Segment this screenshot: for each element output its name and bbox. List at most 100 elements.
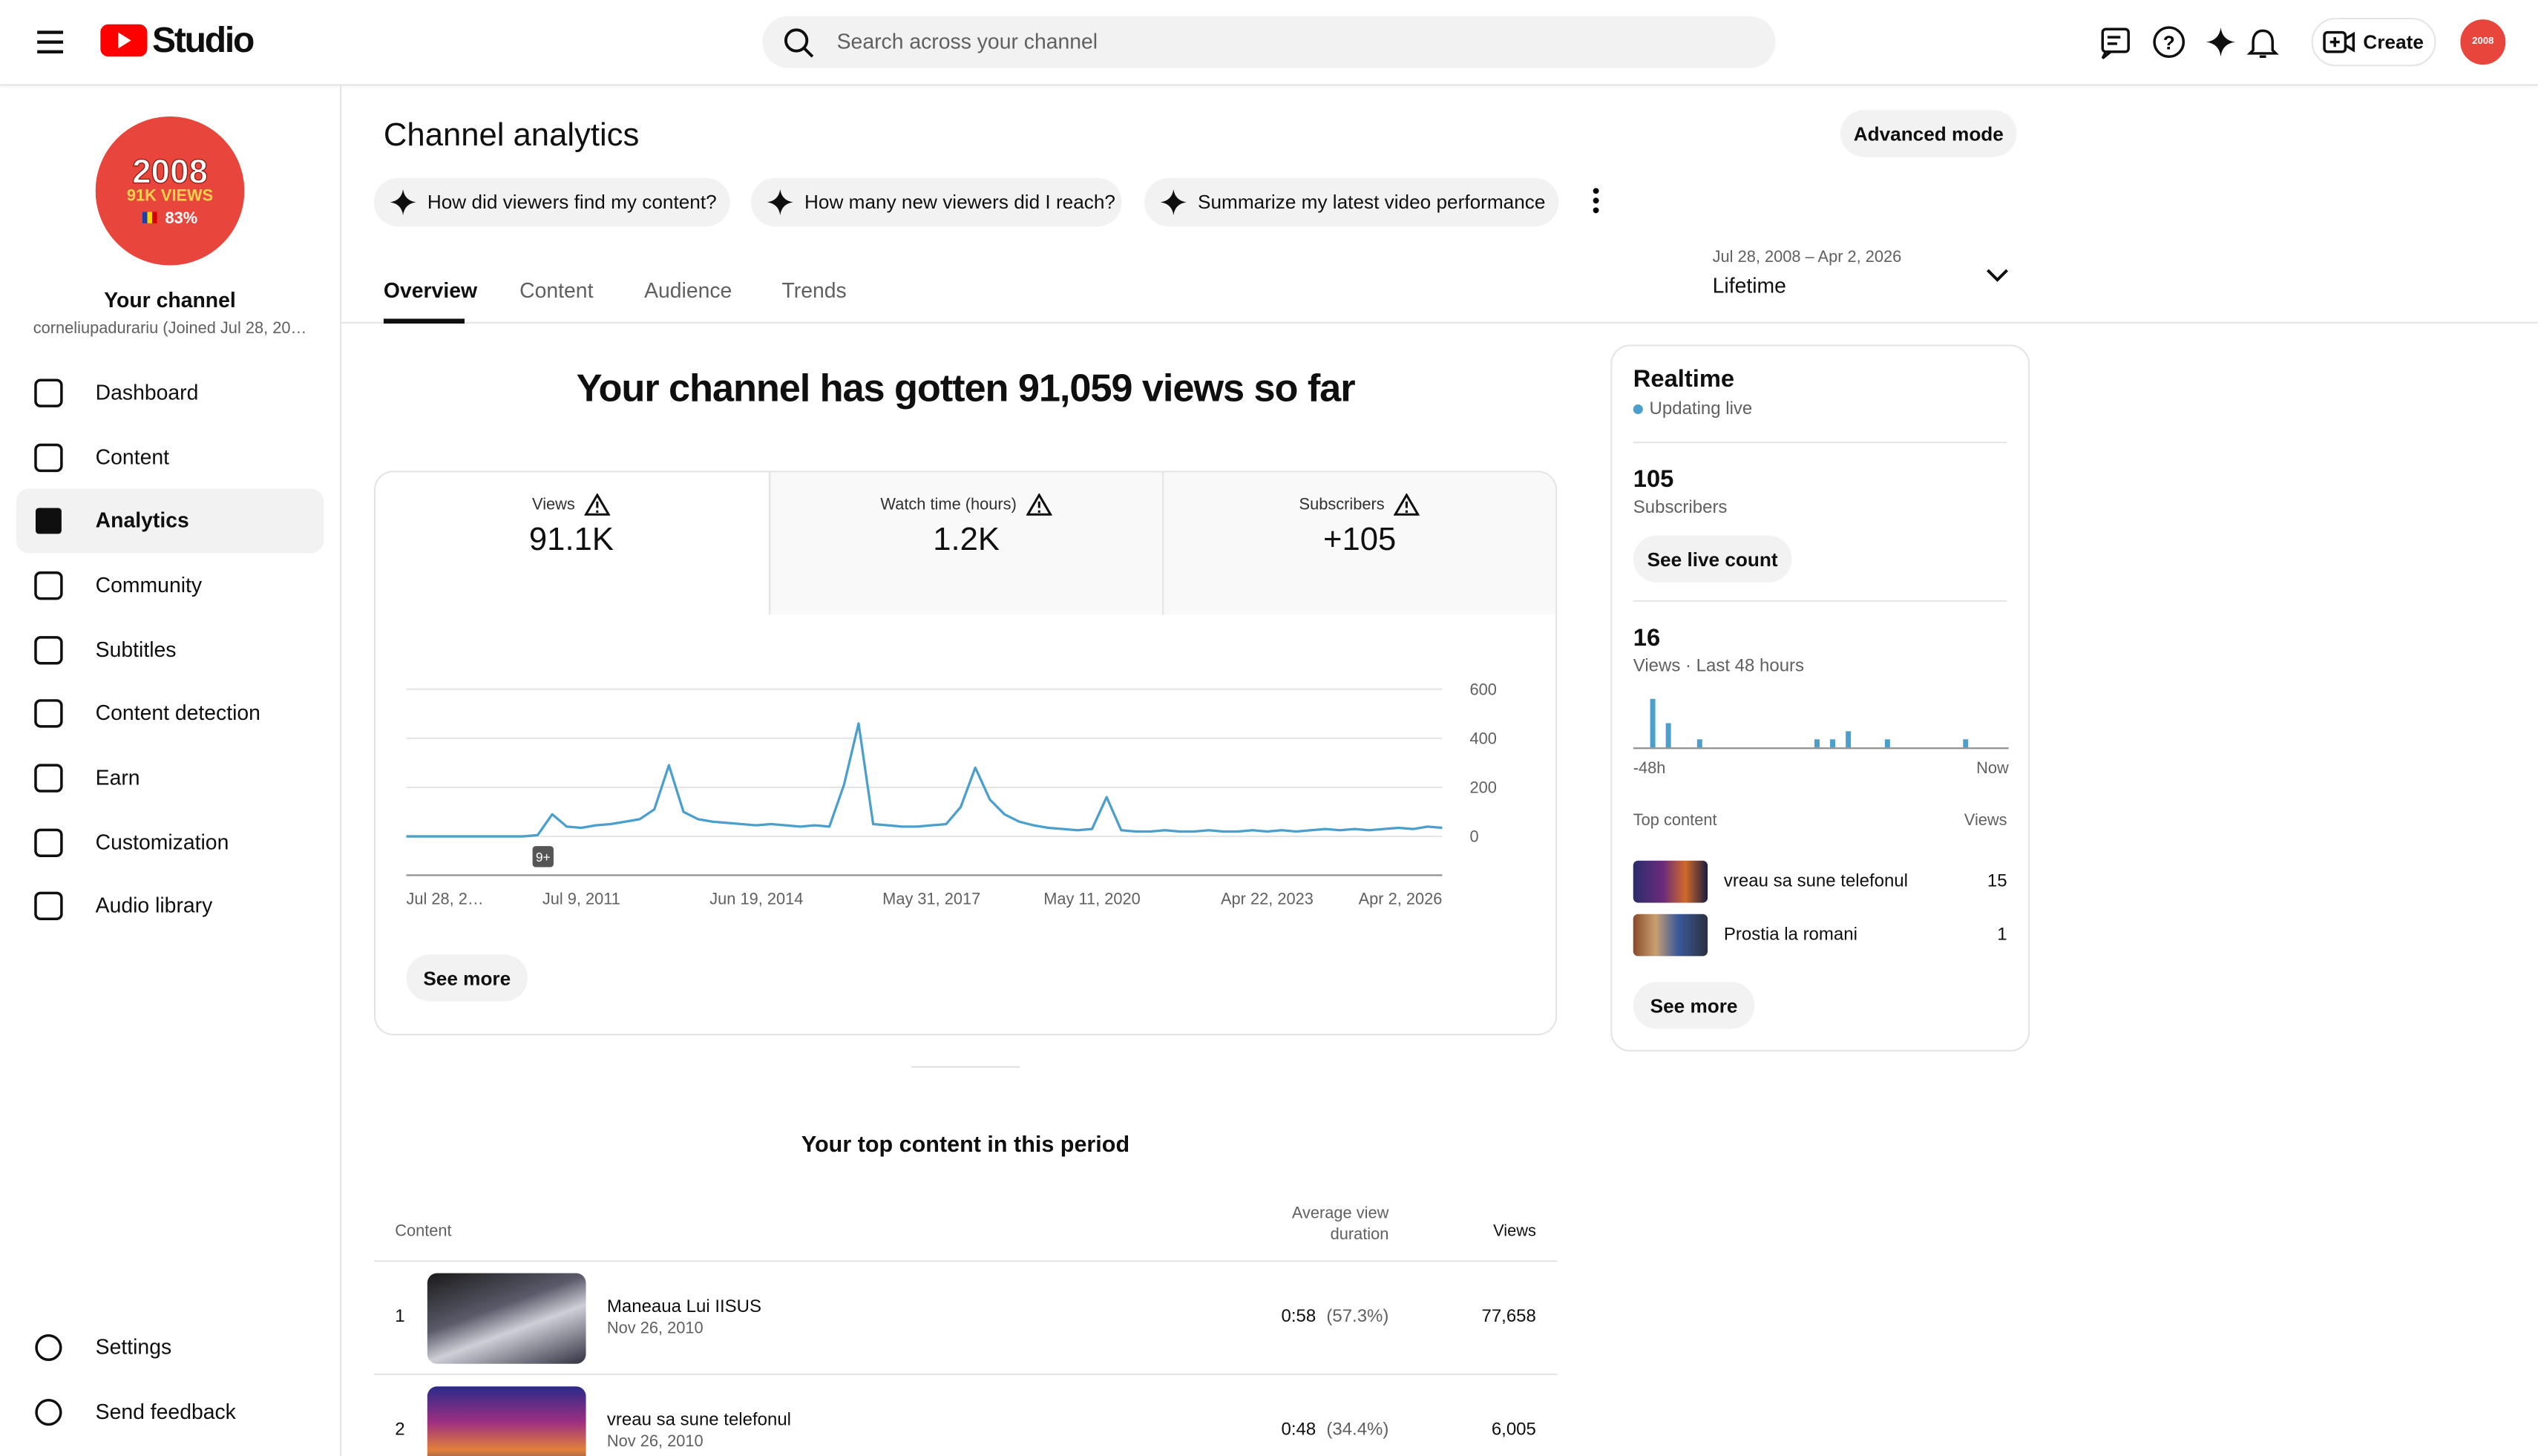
nav-label[interactable]: Send feedback — [95, 1399, 236, 1424]
nav-label[interactable]: Content detection — [95, 700, 260, 725]
views: 77,658 — [1481, 1307, 1536, 1327]
video-title[interactable]: vreau sa sune telefonul — [606, 1410, 792, 1431]
thumbnail[interactable] — [427, 1386, 586, 1456]
realtime-item-title[interactable]: Prostia la romani — [1723, 925, 1857, 945]
nav-icon[interactable] — [33, 569, 65, 602]
nav-icon[interactable] — [33, 1396, 65, 1429]
sparkle-icon — [767, 189, 793, 215]
prompt-chip[interactable]: How many new viewers did I reach? — [751, 177, 1122, 227]
nav-icon[interactable] — [33, 1331, 65, 1364]
tabs-divider — [341, 321, 2538, 324]
nav-icon[interactable] — [33, 377, 65, 410]
bar — [1846, 731, 1852, 748]
bar — [1814, 739, 1820, 748]
duration: 0:48 — [1281, 1420, 1316, 1440]
x-tick-label: May 11, 2020 — [1043, 890, 1141, 908]
create-label[interactable]: Create — [2363, 30, 2424, 53]
metric-label-row: Views — [410, 493, 733, 517]
nav-label[interactable]: Community — [95, 572, 203, 597]
live-dot — [1633, 404, 1643, 415]
tab-indicator — [383, 318, 465, 324]
prompt-chip[interactable]: Summarize my latest video performance — [1144, 177, 1559, 227]
create-button[interactable] — [2311, 17, 2436, 67]
nav-icon[interactable] — [33, 634, 65, 667]
logo-icon[interactable] — [100, 23, 148, 59]
warning-icon[interactable] — [584, 493, 611, 517]
sidebar-divider — [340, 85, 342, 1456]
warning-icon[interactable] — [1026, 493, 1052, 517]
prompt-text: How many new viewers did I reach? — [804, 191, 1115, 214]
prompt-text: Summarize my latest video performance — [1198, 191, 1546, 214]
header-icons[interactable]: ? — [2098, 24, 2298, 63]
divider — [1633, 600, 2007, 602]
see-more-button[interactable]: See more — [406, 954, 528, 1002]
nav-label[interactable]: Earn — [95, 765, 140, 790]
column-header: Views — [1493, 1223, 1536, 1242]
duration: 0:58 — [1281, 1307, 1316, 1327]
top-content-label: Top content — [1633, 812, 1717, 830]
icon-shape — [34, 891, 63, 920]
tab[interactable]: Content — [519, 278, 594, 303]
realtime-card — [1610, 344, 2030, 1052]
nav-label[interactable]: Dashboard — [95, 380, 199, 404]
see-live-button[interactable]: See live count — [1633, 535, 1792, 583]
metric-value: +105 — [1322, 522, 1397, 559]
sparkle-icon — [390, 189, 416, 215]
more-menu[interactable] — [1586, 185, 1605, 217]
search-icon[interactable] — [781, 26, 817, 62]
nav-label[interactable]: Analytics — [95, 508, 189, 533]
logo-text[interactable]: Studio — [152, 19, 255, 60]
video-title[interactable]: Maneaua Lui IISUS — [606, 1297, 761, 1317]
tab[interactable]: Audience — [644, 278, 732, 303]
avatar-year: 2008 — [132, 152, 208, 190]
prompt-chip[interactable]: How did viewers find my content? — [373, 177, 730, 227]
realtime-item-title[interactable]: vreau sa sune telefonul — [1723, 872, 1908, 892]
bar — [1665, 723, 1671, 748]
nav-icon[interactable] — [33, 442, 65, 474]
thumbnail[interactable] — [1633, 914, 1708, 957]
nav-label[interactable]: Subtitles — [95, 637, 177, 662]
nav-label[interactable]: Audio library — [95, 893, 213, 918]
account-avatar[interactable]: 2008 — [2460, 19, 2506, 65]
thumbnail[interactable] — [1633, 860, 1708, 903]
bar — [1696, 739, 1702, 748]
date-range[interactable]: Jul 28, 2008 – Apr 2, 2026 — [1712, 249, 1902, 267]
icon-shape — [35, 1399, 62, 1426]
nav-icon[interactable] — [33, 827, 65, 859]
icon-shape — [34, 571, 63, 600]
warning-shape — [1394, 493, 1420, 516]
thumbnail[interactable] — [427, 1273, 586, 1364]
tab[interactable]: Overview — [383, 278, 478, 303]
subscriber-label: Subscribers — [1633, 498, 1728, 518]
realtime-chart — [1633, 698, 2009, 750]
nav-icon[interactable] — [33, 505, 65, 537]
x-tick-label: May 31, 2017 — [882, 890, 980, 908]
icon-shape — [35, 1334, 62, 1362]
tab[interactable]: Trends — [781, 278, 847, 303]
period[interactable]: Lifetime — [1712, 273, 1786, 298]
advanced-mode-button[interactable]: Advanced mode — [1840, 110, 2017, 157]
headline: Your channel has gotten 91,059 views so … — [576, 367, 1356, 411]
account-avatar-text: 2008 — [2472, 35, 2493, 46]
page-title: Channel analytics — [383, 118, 640, 154]
nav-label[interactable]: Customization — [95, 830, 229, 855]
nav-icon[interactable] — [33, 890, 65, 922]
views-chart: 0 200 400 600 Jul 28, 2… Jul 9, 2011 Jun 19, 2… — [406, 680, 1497, 908]
views-line — [406, 722, 1443, 838]
avatar-share: 83% — [165, 209, 197, 227]
metric-label: Subscribers — [1299, 496, 1385, 514]
period-dropdown[interactable] — [1984, 263, 2010, 286]
see-more-button[interactable]: See more — [1633, 982, 1755, 1029]
channel-handle: corneliupadurariu (Joined Jul 28, 20… — [33, 320, 307, 338]
menu-icon[interactable] — [33, 26, 68, 59]
nav-icon[interactable] — [33, 698, 65, 730]
nav-label[interactable]: Settings — [95, 1334, 172, 1360]
top-bar — [0, 0, 2538, 86]
x-tick-label: Jul 28, 2… — [406, 890, 483, 908]
nav-label[interactable]: Content — [95, 445, 170, 470]
warning-icon[interactable] — [1394, 493, 1420, 517]
channel-avatar[interactable]: 2008 91K VIEWS 83% — [95, 116, 245, 266]
nav-icon[interactable] — [33, 762, 65, 795]
search-box[interactable] — [762, 16, 1776, 68]
